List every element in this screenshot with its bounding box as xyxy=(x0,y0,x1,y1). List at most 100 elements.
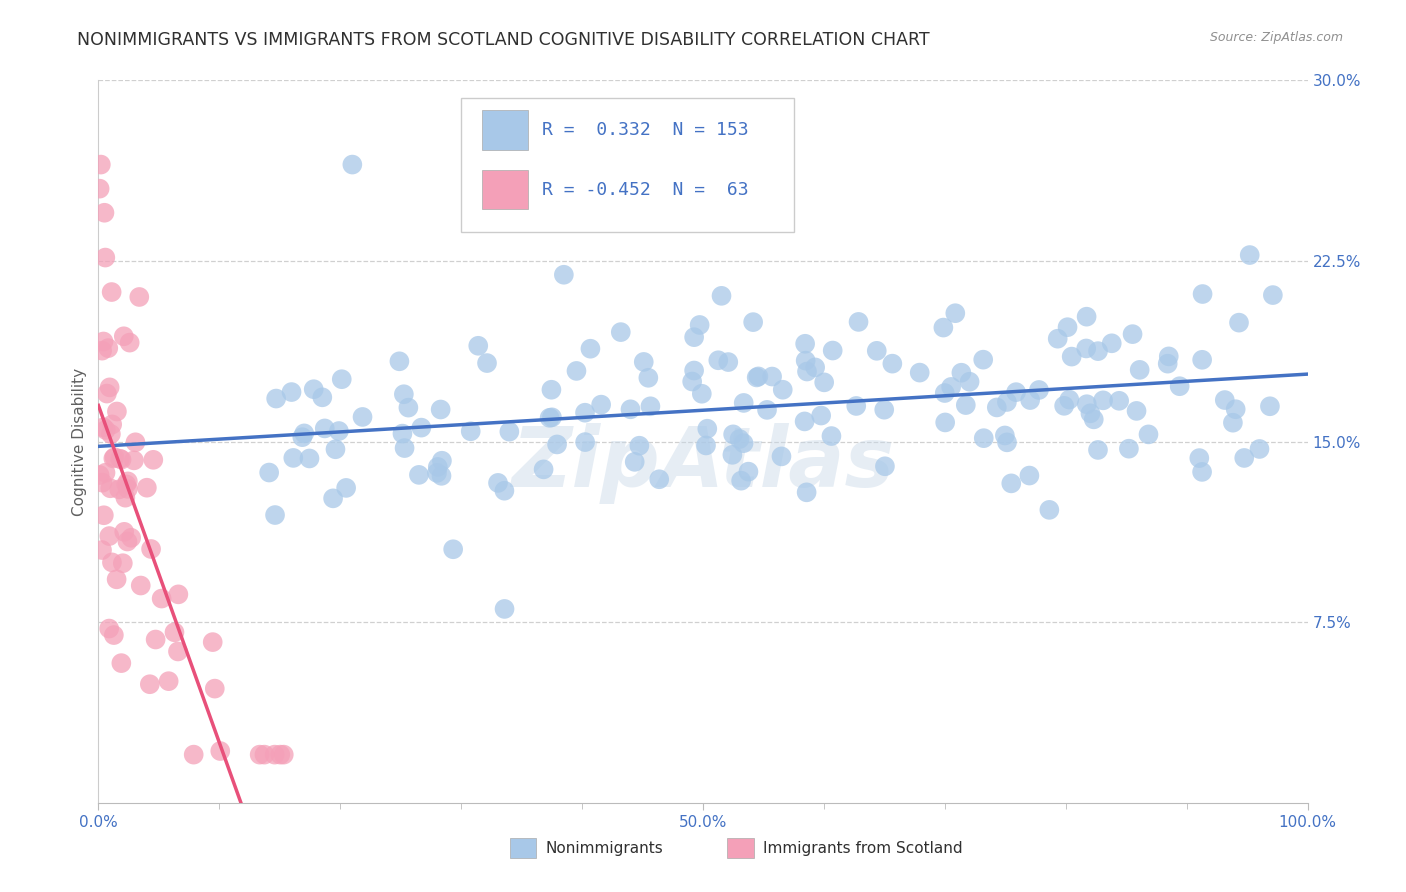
Point xyxy=(292,426,315,441)
Point xyxy=(1225,402,1247,417)
FancyBboxPatch shape xyxy=(509,838,536,858)
Point xyxy=(959,375,981,389)
Point xyxy=(90,157,112,171)
Point xyxy=(683,363,706,377)
Point xyxy=(426,459,449,474)
Point xyxy=(98,380,121,394)
Point xyxy=(973,431,995,445)
Point xyxy=(115,477,138,491)
Point xyxy=(882,357,904,371)
Point xyxy=(1191,465,1213,479)
Point xyxy=(335,481,357,495)
Point xyxy=(579,342,602,356)
Point xyxy=(408,467,430,482)
Y-axis label: Cognitive Disability: Cognitive Disability xyxy=(72,368,87,516)
Point xyxy=(873,402,896,417)
Point xyxy=(813,376,835,390)
Point xyxy=(565,364,588,378)
Point xyxy=(1129,363,1152,377)
Point xyxy=(150,591,173,606)
Text: R =  0.332  N = 153: R = 0.332 N = 153 xyxy=(543,121,749,139)
Point xyxy=(264,508,287,522)
Point xyxy=(264,392,287,406)
Point xyxy=(103,450,125,465)
Point xyxy=(142,452,165,467)
Point xyxy=(108,483,131,497)
Point xyxy=(249,747,271,762)
Point xyxy=(793,414,815,428)
Point xyxy=(117,534,139,549)
Point xyxy=(943,306,966,320)
Point xyxy=(950,366,973,380)
Point xyxy=(742,315,765,329)
Point xyxy=(733,436,755,450)
Point xyxy=(110,452,132,467)
Point xyxy=(94,423,117,437)
Point xyxy=(273,747,295,762)
Point xyxy=(710,289,733,303)
Point xyxy=(574,406,596,420)
Point xyxy=(932,320,955,334)
Point xyxy=(135,481,157,495)
Point xyxy=(770,450,793,464)
Text: Nonimmigrants: Nonimmigrants xyxy=(546,841,664,855)
Point xyxy=(100,427,122,442)
Point xyxy=(122,453,145,467)
Point xyxy=(311,390,333,404)
Point xyxy=(314,421,336,435)
Point xyxy=(747,369,769,384)
Point xyxy=(1222,416,1244,430)
Point xyxy=(794,353,817,368)
Point xyxy=(441,542,464,557)
Point xyxy=(1060,350,1083,364)
Point xyxy=(689,318,711,332)
Point xyxy=(429,402,451,417)
FancyBboxPatch shape xyxy=(482,111,527,150)
Point xyxy=(183,747,205,762)
Point xyxy=(112,329,135,343)
Point xyxy=(101,417,124,432)
Point xyxy=(145,632,167,647)
Point xyxy=(796,365,818,379)
Point xyxy=(591,398,613,412)
Point xyxy=(396,401,419,415)
Point xyxy=(1038,503,1060,517)
Point xyxy=(540,383,562,397)
Point xyxy=(129,578,152,592)
Point xyxy=(848,315,870,329)
Point xyxy=(1056,320,1078,334)
Point xyxy=(163,625,186,640)
Point xyxy=(105,572,128,586)
Point xyxy=(167,587,190,601)
Point xyxy=(117,475,139,489)
Point xyxy=(89,468,111,483)
Point xyxy=(1227,316,1250,330)
Point xyxy=(117,482,139,496)
Point xyxy=(934,386,956,401)
Point xyxy=(302,382,325,396)
Point xyxy=(139,677,162,691)
Point xyxy=(325,442,347,457)
Point xyxy=(1125,404,1147,418)
Point xyxy=(342,157,364,171)
Text: R = -0.452  N =  63: R = -0.452 N = 63 xyxy=(543,180,749,199)
Point xyxy=(810,409,832,423)
Point xyxy=(1076,397,1098,411)
Point xyxy=(494,483,516,498)
Point xyxy=(696,422,718,436)
Point xyxy=(1101,336,1123,351)
Point xyxy=(804,360,827,375)
Point xyxy=(91,475,114,490)
Point xyxy=(546,437,568,451)
FancyBboxPatch shape xyxy=(727,838,754,858)
Point xyxy=(533,462,555,476)
Point xyxy=(1046,332,1069,346)
Point xyxy=(648,472,671,486)
Point xyxy=(690,386,713,401)
Point xyxy=(392,387,415,401)
Point xyxy=(101,555,124,569)
Point xyxy=(98,481,121,495)
Point xyxy=(157,674,180,689)
Point xyxy=(209,744,232,758)
Point xyxy=(128,290,150,304)
